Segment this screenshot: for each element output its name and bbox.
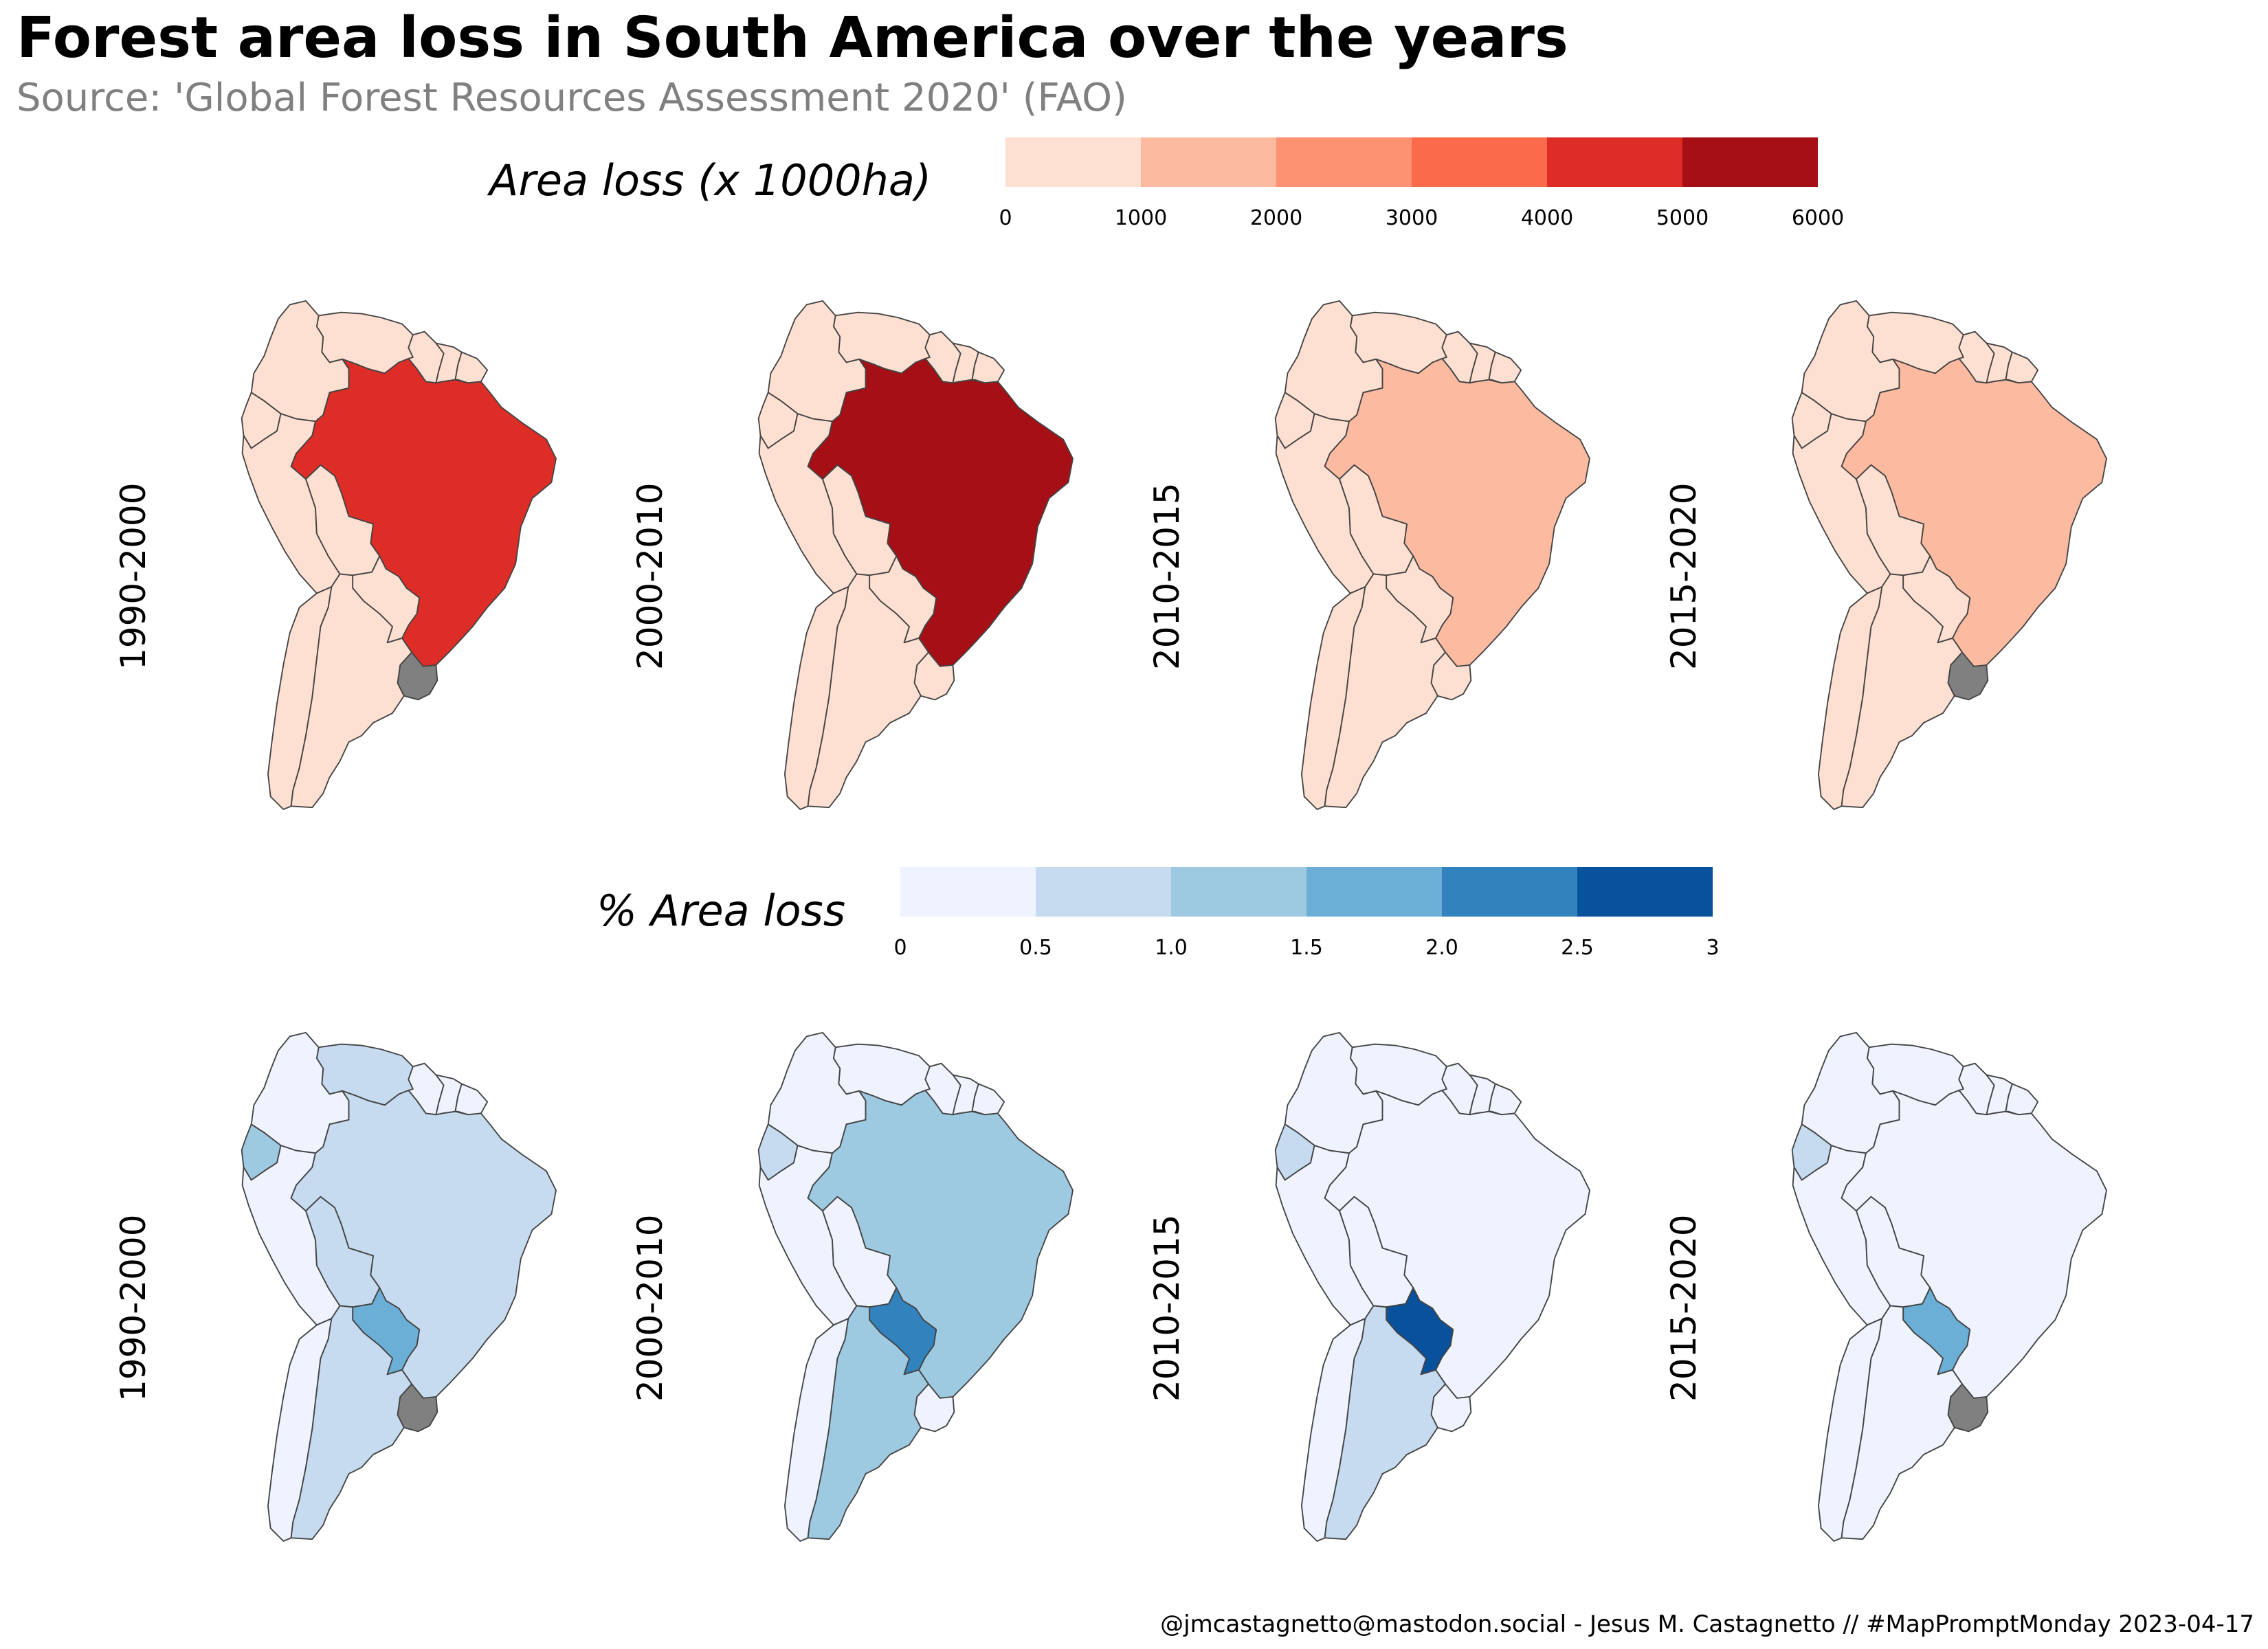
period-label: 2000-2010 <box>630 482 670 670</box>
legend-title-area-loss: Area loss (x 1000ha) <box>489 155 932 205</box>
colorbar-tick-label: 1000 <box>1114 206 1168 230</box>
colorbar-swatch <box>1276 137 1412 187</box>
country-argentina <box>1324 573 1446 809</box>
colorbar-tick-label: 5000 <box>1656 206 1709 230</box>
colorbar-swatch <box>1141 137 1276 187</box>
colorbar-tick-label: 2.5 <box>1561 936 1594 960</box>
country-french-guiana <box>2005 1083 2039 1116</box>
country-french-guiana <box>971 351 1005 384</box>
colorbar-swatch <box>1547 137 1682 187</box>
period-label: 2015-2020 <box>1664 482 1704 670</box>
period-label: 2015-2020 <box>1664 1214 1704 1402</box>
choropleth-map-panel <box>181 268 566 831</box>
colorbar-tick-label: 2000 <box>1249 206 1303 230</box>
colorbar-tick-label: 0 <box>999 206 1012 230</box>
country-french-guiana <box>971 1083 1005 1116</box>
period-label: 1990-2000 <box>113 482 153 670</box>
country-french-guiana <box>1488 351 1522 384</box>
colorbar-tick-label: 1.0 <box>1155 936 1188 960</box>
colorbar-swatch <box>1005 137 1141 187</box>
country-french-guiana <box>454 1083 489 1116</box>
map-title: Forest area loss in South America over t… <box>16 5 1568 71</box>
choropleth-map-panel <box>181 1000 566 1563</box>
colorbar-swatch <box>900 867 1036 917</box>
period-label: 2000-2010 <box>630 1214 670 1402</box>
colorbar-tick-label: 0.5 <box>1019 936 1052 960</box>
period-label: 2010-2015 <box>1147 482 1187 670</box>
south-america-map <box>241 1031 557 1542</box>
choropleth-map-panel <box>1731 1000 2116 1563</box>
south-america-map <box>1791 300 2107 810</box>
country-argentina <box>290 1305 412 1540</box>
south-america-map <box>1274 300 1590 810</box>
south-america-map <box>241 300 557 810</box>
country-argentina <box>1841 1305 1963 1540</box>
country-argentina <box>807 573 929 809</box>
colorbar-tick-label: 1.5 <box>1290 936 1323 960</box>
map-subtitle: Source: 'Global Forest Resources Assessm… <box>16 76 1127 120</box>
colorbar-tick-label: 6000 <box>1791 206 1845 230</box>
colorbar-tick-label: 4000 <box>1520 206 1574 230</box>
colorbar-tick-label: 3000 <box>1385 206 1438 230</box>
colorbar-swatch <box>1036 867 1171 917</box>
south-america-map <box>1791 1031 2107 1542</box>
country-french-guiana <box>2005 351 2039 384</box>
colorbar-swatch <box>1171 867 1307 917</box>
colorbar-percent-loss <box>900 867 1713 917</box>
south-america-map <box>757 300 1074 810</box>
country-argentina <box>290 573 412 809</box>
country-argentina <box>1324 1305 1446 1540</box>
country-argentina <box>1841 573 1963 809</box>
colorbar-swatch <box>1307 867 1442 917</box>
country-french-guiana <box>454 351 489 384</box>
colorbar-swatch <box>1682 137 1818 187</box>
south-america-map <box>1274 1031 1590 1542</box>
colorbar-swatch <box>1442 867 1577 917</box>
colorbar-tick-label: 2.0 <box>1425 936 1458 960</box>
legend-title-percent-loss: % Area loss <box>597 886 846 936</box>
period-label: 1990-2000 <box>113 1214 153 1402</box>
colorbar-swatch <box>1577 867 1713 917</box>
country-french-guiana <box>1488 1083 1522 1116</box>
south-america-map <box>757 1031 1074 1542</box>
period-label: 2010-2015 <box>1147 1214 1187 1402</box>
country-argentina <box>807 1305 929 1540</box>
credit-line: @jmcastagnetto@mastodon.social - Jesus M… <box>1160 1611 2254 1638</box>
colorbar-area-loss <box>1005 137 1818 187</box>
choropleth-map-panel <box>698 1000 1082 1563</box>
choropleth-map-panel <box>1214 268 1599 831</box>
colorbar-tick-label: 0 <box>893 936 907 960</box>
choropleth-map-panel <box>1731 268 2116 831</box>
colorbar-swatch <box>1412 137 1547 187</box>
choropleth-map-panel <box>698 268 1082 831</box>
choropleth-map-panel <box>1214 1000 1599 1563</box>
colorbar-tick-label: 3 <box>1706 936 1720 960</box>
